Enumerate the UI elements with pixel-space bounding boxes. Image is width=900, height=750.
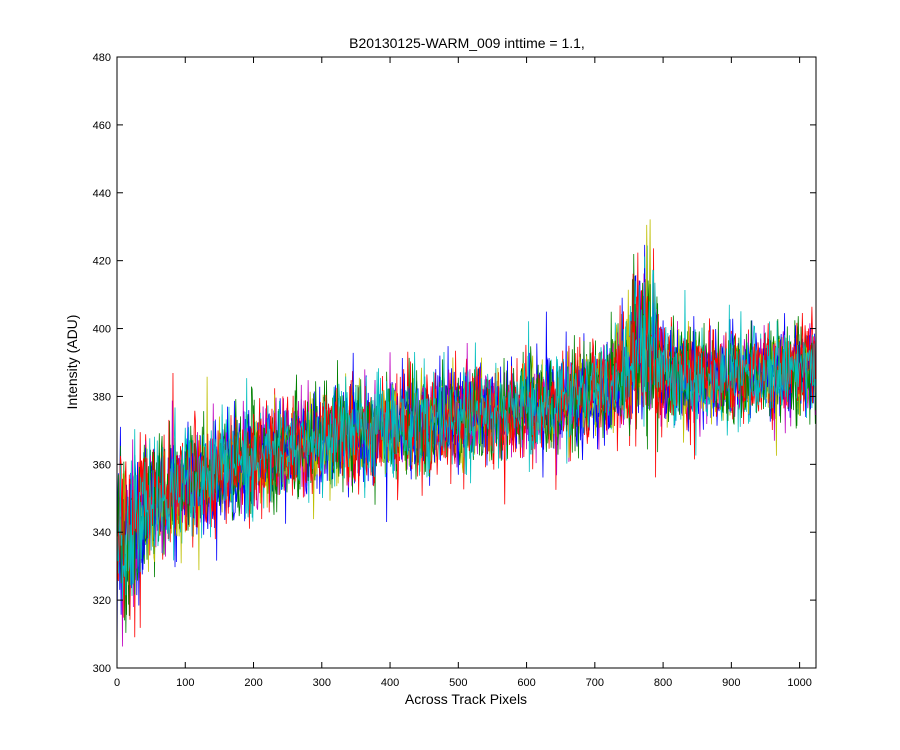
- x-axis-label: Across Track Pixels: [405, 691, 527, 707]
- x-tick-label: 1000: [787, 677, 811, 689]
- x-tick-label: 200: [244, 677, 262, 689]
- y-axis: 300 320 340 360 380 400 420 440 460 480: [93, 52, 816, 675]
- x-tick-label: 900: [722, 677, 740, 689]
- plot-border: [116, 56, 817, 669]
- y-axis-label: Intensity (ADU): [64, 315, 80, 410]
- chart-title: B20130125-WARM_009 inttime = 1.1,: [349, 35, 585, 51]
- y-tick-label: 420: [93, 256, 111, 268]
- y-tick-label: 480: [93, 52, 111, 64]
- y-tick-label: 300: [93, 663, 111, 675]
- x-tick-label: 0: [114, 677, 120, 689]
- x-tick-label: 500: [449, 677, 467, 689]
- x-tick-label: 300: [313, 677, 331, 689]
- y-tick-label: 320: [93, 595, 111, 607]
- x-tick-label: 700: [586, 677, 604, 689]
- series-line: [117, 269, 816, 602]
- y-tick-label: 360: [93, 459, 111, 471]
- y-tick-label: 380: [93, 391, 111, 403]
- series-layer: [117, 219, 816, 662]
- x-tick-label: 400: [381, 677, 399, 689]
- x-axis: 0 100 200 300 400 500 600 700 800 900 1000: [114, 57, 812, 689]
- x-tick-label: 600: [517, 677, 535, 689]
- x-tick-label: 800: [654, 677, 672, 689]
- x-tick-label: 100: [176, 677, 194, 689]
- y-tick-label: 440: [93, 188, 111, 200]
- y-tick-label: 400: [93, 324, 111, 336]
- y-tick-label: 340: [93, 527, 111, 539]
- plot-area: 0 100 200 300 400 500 600 700 800 900 1000 3003203…: [93, 52, 817, 689]
- y-tick-label: 460: [93, 120, 111, 132]
